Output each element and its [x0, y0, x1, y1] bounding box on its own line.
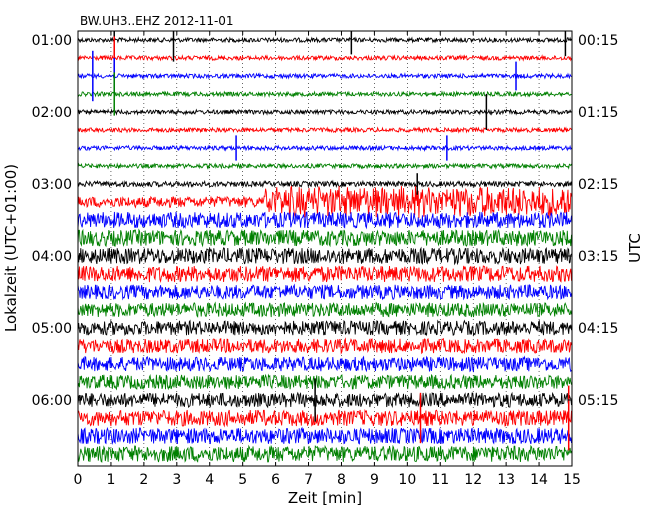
seismic-trace [78, 228, 572, 248]
seismic-trace [78, 408, 572, 428]
seismic-trace [78, 426, 572, 445]
x-tick-label: 11 [431, 472, 449, 488]
plot-frame [77, 30, 573, 467]
seismic-trace [78, 90, 572, 98]
seismic-trace [78, 185, 572, 219]
x-tick-label: 4 [205, 472, 214, 488]
seismic-trace [78, 337, 572, 355]
seismic-trace [78, 373, 572, 391]
axis-ticks [77, 31, 573, 466]
y-tick-label-right: 03:15 [578, 249, 618, 265]
seismic-trace [78, 126, 572, 134]
chart-title: BW.UH3..EHZ 2012-11-01 [80, 14, 234, 28]
x-tick-label: 5 [238, 472, 247, 488]
x-tick-label: 14 [530, 472, 548, 488]
seismic-trace [78, 265, 572, 284]
seismic-trace [78, 211, 572, 230]
seismic-trace [78, 54, 572, 62]
x-tick-label: 8 [337, 472, 346, 488]
seismic-traces [78, 31, 572, 463]
seismic-trace [78, 301, 572, 318]
y-tick-label-left: 06:00 [32, 393, 72, 409]
seismic-trace [78, 144, 572, 152]
x-tick-label: 7 [304, 472, 313, 488]
seismic-trace [78, 391, 572, 409]
seismic-trace [78, 319, 572, 337]
y-axis-label-left: Lokalzeit (UTC+01:00) [2, 164, 20, 332]
x-tick-label: 12 [464, 472, 482, 488]
x-tick-label: 0 [74, 472, 83, 488]
x-tick-label: 6 [271, 472, 280, 488]
tick-labels: 0 1 2 3 4 5 6 7 8 9 10 11 12 13 14 1501:0002:0003:0004:… [32, 33, 619, 488]
x-tick-label: 9 [370, 472, 379, 488]
x-tick-label: 13 [497, 472, 515, 488]
x-tick-label: 15 [563, 472, 581, 488]
y-tick-label-right: 05:15 [578, 393, 618, 409]
y-tick-label-left: 01:00 [32, 33, 72, 49]
y-tick-label-left: 02:00 [32, 105, 72, 121]
y-tick-label-right: 01:15 [578, 105, 618, 121]
y-axis-label-right: UTC [626, 233, 644, 263]
y-tick-label-left: 03:00 [32, 177, 72, 193]
seismic-trace [78, 283, 572, 301]
grid-lines [110, 31, 540, 466]
y-tick-label-right: 00:15 [578, 33, 618, 49]
seismic-trace [78, 444, 572, 463]
x-axis-label: Zeit [min] [288, 489, 362, 507]
y-tick-label-right: 02:15 [578, 177, 618, 193]
y-tick-label-right: 04:15 [578, 321, 618, 337]
seismic-trace [78, 162, 572, 170]
x-tick-label: 10 [398, 472, 416, 488]
y-tick-label-left: 04:00 [32, 249, 72, 265]
seismic-trace [78, 355, 572, 373]
seismic-trace [78, 246, 572, 266]
seismic-trace [78, 179, 572, 189]
x-tick-label: 3 [172, 472, 181, 488]
seismic-trace [78, 36, 572, 44]
x-tick-label: 2 [139, 472, 148, 488]
x-tick-label: 1 [106, 472, 115, 488]
seismic-trace [78, 72, 572, 80]
seismic-trace [78, 108, 572, 116]
y-tick-label-left: 05:00 [32, 321, 72, 337]
